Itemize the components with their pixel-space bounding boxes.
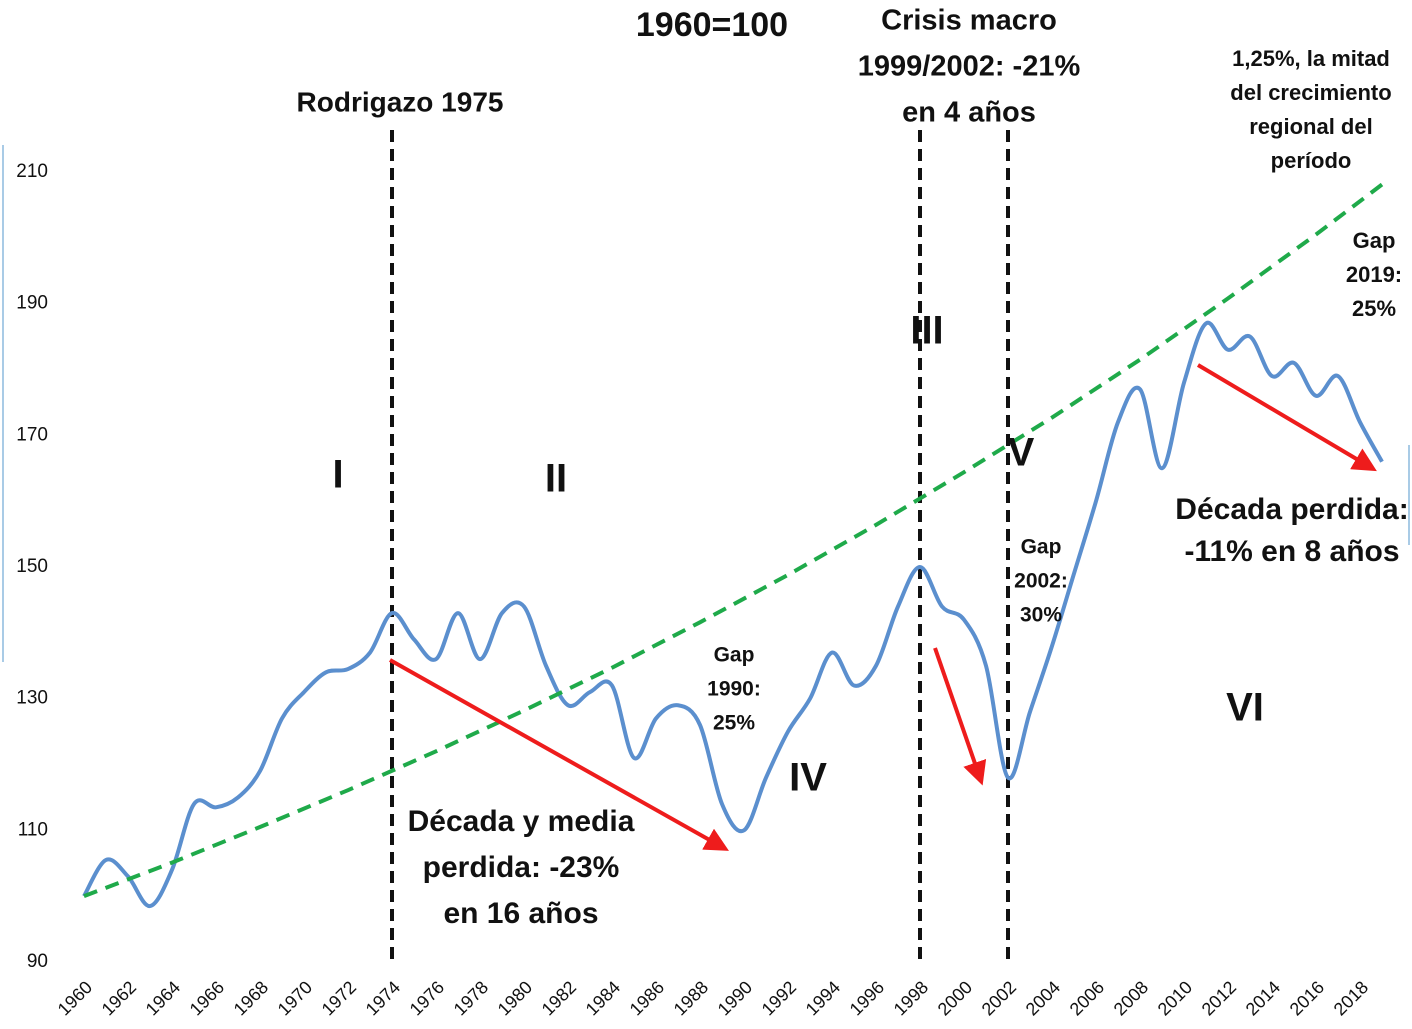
y-tick-label: 90 bbox=[27, 951, 48, 972]
annotation: Década y media bbox=[408, 805, 635, 838]
annotation: II bbox=[545, 457, 567, 501]
x-tick-label: 2010 bbox=[1154, 977, 1196, 1019]
x-tick-label: 1968 bbox=[230, 977, 272, 1019]
annotation: I bbox=[332, 453, 343, 497]
x-tick-label: 2002 bbox=[978, 977, 1020, 1019]
annotation: en 4 años bbox=[902, 97, 1036, 129]
annotation: III bbox=[910, 309, 943, 353]
annotation: 2002: bbox=[1014, 570, 1068, 593]
x-tick-label: 1986 bbox=[626, 977, 668, 1019]
x-tick-label: 1982 bbox=[538, 977, 580, 1019]
trend-line bbox=[83, 182, 1384, 899]
x-tick-label: 1974 bbox=[362, 977, 404, 1019]
x-tick-label: 1994 bbox=[802, 977, 844, 1019]
x-tick-label: 2000 bbox=[934, 977, 976, 1019]
x-tick-label: 1988 bbox=[670, 977, 712, 1019]
annotation: V bbox=[1008, 431, 1035, 475]
annotation: en 16 años bbox=[443, 897, 598, 930]
annotation: 2019: bbox=[1346, 262, 1402, 287]
annotation: Rodrigazo 1975 bbox=[297, 86, 504, 117]
x-tick-label: 1992 bbox=[758, 977, 800, 1019]
y-tick-label: 150 bbox=[16, 556, 48, 577]
x-tick-label: 1980 bbox=[494, 977, 536, 1019]
annotation: 25% bbox=[713, 712, 755, 735]
annotation: del crecimiento bbox=[1230, 80, 1391, 105]
annotation: Gap bbox=[714, 644, 755, 667]
y-tick-label: 190 bbox=[16, 293, 48, 314]
x-tick-label: 2016 bbox=[1286, 977, 1328, 1019]
annotation: 30% bbox=[1020, 604, 1062, 627]
x-tick-label: 1962 bbox=[98, 977, 140, 1019]
annotation: regional del bbox=[1249, 114, 1372, 139]
annotation: Década perdida: bbox=[1175, 493, 1408, 526]
series-line bbox=[82, 320, 1384, 909]
x-tick-label: 1984 bbox=[582, 977, 624, 1019]
x-tick-label: 1972 bbox=[318, 977, 360, 1019]
annotation: perdida: -23% bbox=[423, 851, 620, 884]
x-tick-label: 2012 bbox=[1198, 977, 1240, 1019]
y-tick-label: 110 bbox=[18, 819, 48, 840]
annotation: 1,25%, la mitad bbox=[1232, 46, 1390, 71]
x-tick-label: 1966 bbox=[186, 977, 228, 1019]
x-tick-label: 1996 bbox=[846, 977, 888, 1019]
annotation: VI bbox=[1226, 686, 1264, 730]
annotation: período bbox=[1271, 148, 1352, 173]
x-tick-label: 2004 bbox=[1022, 977, 1064, 1019]
x-tick-label: 2006 bbox=[1066, 977, 1108, 1019]
x-tick-label: 2008 bbox=[1110, 977, 1152, 1019]
annotation: Gap bbox=[1021, 536, 1062, 559]
arrow bbox=[933, 647, 987, 786]
annotation: Crisis macro bbox=[881, 5, 1057, 37]
y-tick-label: 210 bbox=[16, 161, 48, 182]
x-tick-label: 1976 bbox=[406, 977, 448, 1019]
x-tick-label: 2018 bbox=[1330, 977, 1372, 1019]
annotation: 25% bbox=[1352, 296, 1396, 321]
annotation: Gap bbox=[1353, 228, 1396, 253]
chart-title: 1960=100 bbox=[636, 6, 788, 44]
y-tick-label: 170 bbox=[16, 424, 48, 445]
arrow bbox=[1196, 363, 1377, 472]
x-tick-label: 1964 bbox=[142, 977, 184, 1019]
x-tick-label: 1978 bbox=[450, 977, 492, 1019]
x-tick-label: 1990 bbox=[714, 977, 756, 1019]
annotation: -11% en 8 años bbox=[1184, 535, 1399, 568]
annotation: 1999/2002: -21% bbox=[858, 51, 1081, 83]
arrow bbox=[389, 658, 729, 851]
x-tick-label: 1960 bbox=[54, 977, 96, 1019]
x-tick-label: 1970 bbox=[274, 977, 316, 1019]
x-tick-label: 1998 bbox=[890, 977, 932, 1019]
annotation: 1990: bbox=[707, 678, 761, 701]
y-tick-label: 130 bbox=[16, 688, 48, 709]
x-tick-label: 2014 bbox=[1242, 977, 1284, 1019]
annotation: IV bbox=[789, 756, 827, 800]
